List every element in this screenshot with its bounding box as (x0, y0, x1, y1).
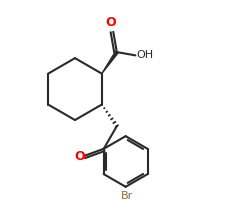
Polygon shape (102, 51, 118, 74)
Text: O: O (105, 16, 116, 29)
Text: Br: Br (120, 191, 133, 200)
Text: O: O (74, 150, 85, 163)
Text: OH: OH (136, 50, 153, 60)
